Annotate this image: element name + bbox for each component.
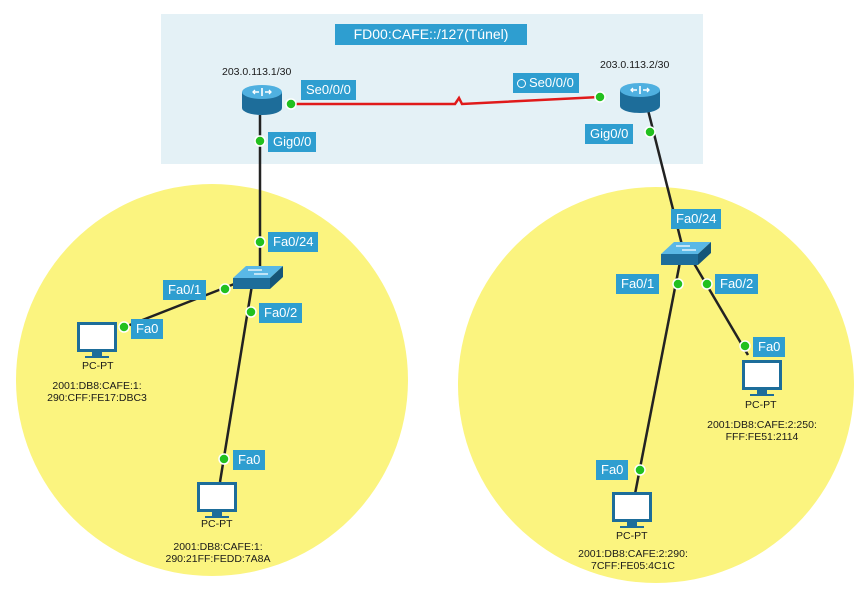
pc-2-label: PC-PT [201,518,233,530]
pc-1-label: PC-PT [82,360,114,372]
tunnel-label: FD00:CAFE::/127(Túnel) [335,24,527,45]
pc-2-address: 2001:DB8:CAFE:1: 290:21FF:FEDD:7A8A [165,541,270,565]
router-2-icon[interactable] [620,83,660,113]
pc-3-address-line1: 2001:DB8:CAFE:2:250: [707,419,817,431]
switch-1-icon[interactable] [233,266,283,289]
pc-4-address-line2: 7CFF:FE05:4C1C [590,560,676,572]
router-1-gig-port-label: Gig0/0 [268,132,317,152]
clock-icon [517,79,526,88]
router-1-ip: 203.0.113.1/30 [222,66,292,78]
router-2-ip: 203.0.113.2/30 [600,59,670,71]
switch-2-icon[interactable] [661,242,711,265]
pc-2-port-label: Fa0 [233,450,266,470]
link-sw2-pc3 [690,259,750,356]
switch-2-port2-label: Fa0/2 [715,274,759,294]
pc-3-label: PC-PT [745,399,777,411]
pc-2-address-line1: 2001:DB8:CAFE:1: [173,541,263,553]
router-2-serial-port-label: Se0/0/0 [513,73,579,93]
pc-3-address: 2001:DB8:CAFE:2:250: FFF:FE51:2114 [707,419,817,443]
pc-3-port-label: Fa0 [753,337,786,357]
pc-4-icon[interactable] [612,492,652,528]
serial-link [291,95,601,106]
switch-2-port1-label: Fa0/1 [616,274,660,294]
link-status-dots [118,91,751,476]
pc-4-address: 2001:DB8:CAFE:2:290: 7CFF:FE05:4C1C [578,548,688,572]
router-2-gig-port-label: Gig0/0 [585,124,634,144]
pc-2-address-line2: 290:21FF:FEDD:7A8A [165,553,271,565]
switch-1-port2-label: Fa0/2 [259,303,303,323]
pc-1-port-label: Fa0 [131,319,164,339]
switch-1-uplink-label: Fa0/24 [268,232,319,252]
pc-3-icon[interactable] [742,360,782,396]
pc-1-icon[interactable] [77,322,117,358]
router-1-serial-port-label: Se0/0/0 [301,80,356,100]
switch-2-uplink-label: Fa0/24 [671,209,722,229]
link-sw2-pc4 [633,261,682,495]
router-1-icon[interactable] [242,85,282,115]
pc-1-address: 2001:DB8:CAFE:1: 290:CFF:FE17:DBC3 [47,380,147,404]
pc-2-icon[interactable] [197,482,237,518]
link-sw1-pc2 [218,284,254,483]
lan1-area [16,184,408,576]
pc-4-label: PC-PT [616,530,648,542]
pc-1-address-line2: 290:CFF:FE17:DBC3 [47,392,147,404]
pc-4-port-label: Fa0 [596,460,629,480]
router-2-serial-port-text: Se0/0/0 [529,75,574,90]
pc-3-address-line2: FFF:FE51:2114 [725,431,799,443]
switch-1-port1-label: Fa0/1 [163,280,207,300]
pc-4-address-line1: 2001:DB8:CAFE:2:290: [578,548,688,560]
pc-1-address-line1: 2001:DB8:CAFE:1: [52,380,142,392]
